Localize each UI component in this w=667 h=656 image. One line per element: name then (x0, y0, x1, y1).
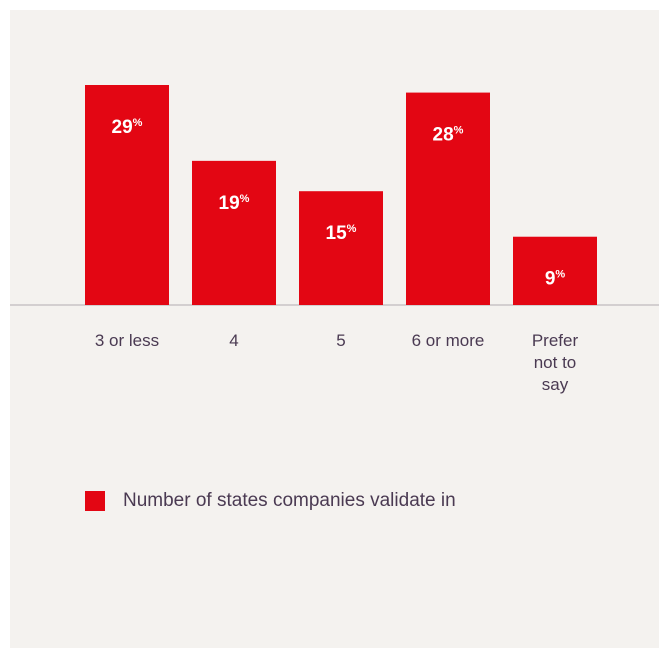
data-label-3: 15% (326, 223, 357, 244)
legend: Number of states companies validate in (85, 490, 456, 512)
data-label-1: 29% (112, 117, 143, 138)
bar-5 (513, 236, 597, 305)
chart-panel: 29% 3 or less 19% 4 15% 5 28% 6 or more 9% Prefer… (10, 10, 659, 648)
data-label-4: 28% (433, 125, 464, 146)
bar-4 (406, 92, 490, 305)
bar-1 (85, 85, 169, 305)
tick-label-5: Prefer not to say (532, 331, 579, 394)
tick-label-2: 4 (229, 331, 238, 350)
bar-3 (299, 191, 383, 305)
bar-2 (192, 160, 276, 305)
legend-swatch (85, 491, 105, 511)
tick-label-1: 3 or less (95, 331, 159, 350)
bar-chart: 29% 3 or less 19% 4 15% 5 28% 6 or more 9% Prefer… (10, 85, 659, 394)
data-label-2: 19% (219, 193, 250, 214)
tick-label-3: 5 (336, 331, 345, 350)
legend-label: Number of states companies validate in (123, 490, 456, 511)
tick-label-4: 6 or more (412, 331, 485, 350)
data-label-5: 9% (545, 269, 566, 290)
